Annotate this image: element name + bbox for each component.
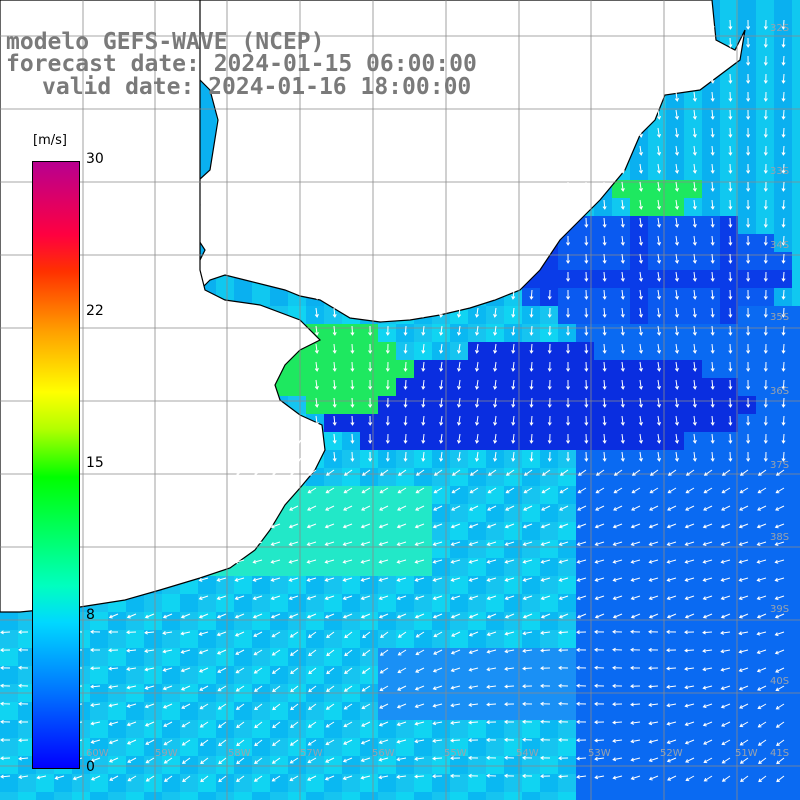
lon-label: 60W: [86, 748, 109, 759]
land-north: [0, 0, 746, 323]
colorbar-unit-label: [m/s]: [33, 133, 67, 148]
lon-label: 55W: [444, 748, 467, 759]
colorbar-tick-22: 22: [86, 303, 104, 319]
lat-label: 41S: [770, 748, 790, 759]
lat-label: 32S: [770, 23, 790, 34]
lat-label: 34S: [770, 240, 790, 251]
wind-arrows: [0, 19, 786, 783]
lon-label: 58W: [228, 748, 251, 759]
lon-label: 52W: [660, 748, 683, 759]
lon-label: 54W: [516, 748, 539, 759]
colorbar-tick-0: 0: [86, 759, 95, 775]
wind-speed-colorbar: [32, 161, 80, 769]
lat-label: 38S: [770, 532, 790, 543]
lat-label: 40S: [770, 676, 790, 687]
lat-label: 36S: [770, 386, 790, 397]
land-west: [0, 0, 326, 613]
model-title: modelo GEFS-WAVE (NCEP): [6, 29, 325, 55]
lat-label: 33S: [770, 166, 790, 177]
valid-date-label: valid date: 2024-01-16 18:00:00: [42, 74, 472, 100]
lon-label: 59W: [155, 748, 178, 759]
lon-label: 51W: [735, 748, 758, 759]
lon-label: 53W: [588, 748, 611, 759]
colorbar-tick-15: 15: [86, 455, 104, 471]
lat-label: 39S: [770, 604, 790, 615]
lat-label: 35S: [770, 312, 790, 323]
colorbar-tick-8: 8: [86, 607, 95, 623]
lon-label: 57W: [300, 748, 323, 759]
colorbar-tick-30: 30: [86, 151, 104, 167]
forecast-date-label: forecast date: 2024-01-15 06:00:00: [6, 51, 477, 77]
lon-label: 56W: [372, 748, 395, 759]
lat-label: 37S: [770, 460, 790, 471]
